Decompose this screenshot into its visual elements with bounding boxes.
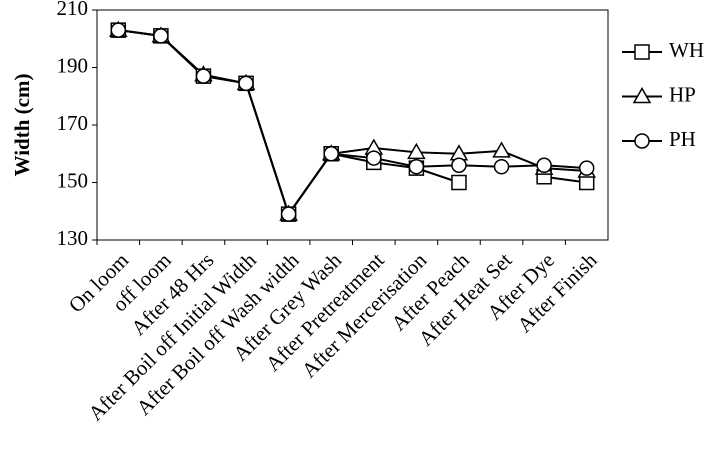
marker-circle xyxy=(578,160,595,176)
plot-frame xyxy=(96,9,609,241)
y-tick-label: 170 xyxy=(57,111,89,135)
marker-circle xyxy=(408,158,425,175)
marker-circle xyxy=(238,75,254,92)
marker-square xyxy=(451,174,467,191)
marker-circle xyxy=(323,146,339,162)
series-line xyxy=(118,29,587,217)
y-tick-label: 190 xyxy=(57,53,89,77)
y-axis-title: Width (cm) xyxy=(10,74,34,177)
marker-circle xyxy=(634,133,650,149)
marker-triangle xyxy=(632,86,652,104)
y-tick-label: 210 xyxy=(57,0,89,20)
marker-triangle xyxy=(492,141,511,158)
marker-circle xyxy=(493,158,510,175)
series-line xyxy=(118,29,587,217)
legend-label: HP xyxy=(669,82,696,106)
marker-circle xyxy=(536,157,552,173)
marker-square xyxy=(634,44,650,60)
marker-circle xyxy=(280,206,297,222)
y-tick-label: 130 xyxy=(57,226,89,250)
marker-triangle xyxy=(407,142,426,160)
marker-circle xyxy=(110,22,127,38)
series-line xyxy=(118,29,587,217)
y-tick-label: 150 xyxy=(57,168,89,192)
marker-circle xyxy=(153,28,169,44)
marker-circle xyxy=(366,150,382,166)
legend-label: WH xyxy=(669,38,704,62)
marker-circle xyxy=(195,68,212,84)
marker-circle xyxy=(451,157,467,173)
legend-label: PH xyxy=(669,127,696,151)
